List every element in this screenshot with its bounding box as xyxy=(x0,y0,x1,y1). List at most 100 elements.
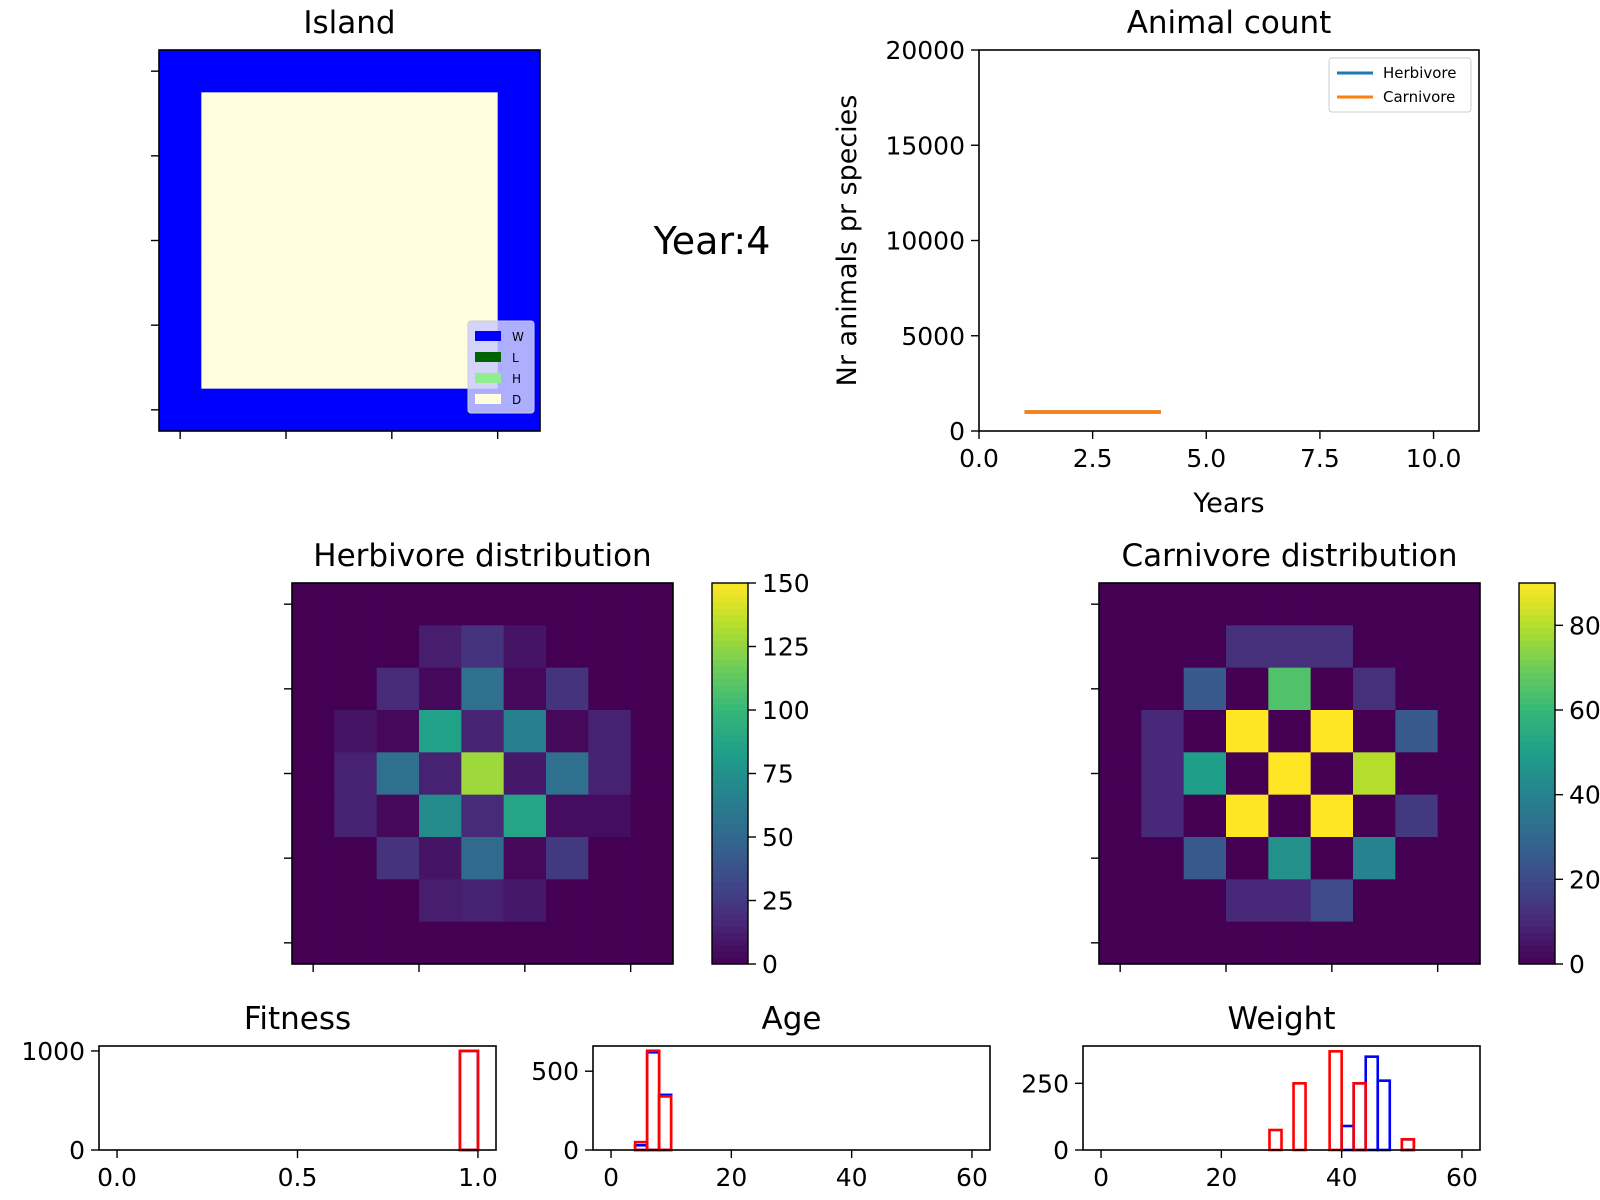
carnivore-heatmap-cell xyxy=(1183,921,1227,965)
carnivore-heatmap-cell xyxy=(1268,879,1312,923)
weight-hist-bar xyxy=(1340,1124,1355,1152)
carnivore-heatmap-cell xyxy=(1099,667,1142,711)
herbivore-heatmap-colorbar-step xyxy=(712,652,748,660)
island-cell xyxy=(328,261,372,305)
carnivore-heatmap-cell xyxy=(1183,583,1227,626)
weight-hist-bar xyxy=(1328,1050,1343,1152)
carnivore-heatmap-colorbar-step xyxy=(1519,716,1555,724)
island-cell xyxy=(328,304,372,347)
weight-hist-title: Weight xyxy=(1227,1001,1335,1037)
carnivore-heatmap-cell xyxy=(1226,921,1269,965)
carnivore-heatmap-cell xyxy=(1310,794,1354,838)
island-cell xyxy=(455,219,499,263)
island-cell xyxy=(286,177,329,220)
carnivore-heatmap-colorbar-step xyxy=(1519,856,1555,863)
herbivore-heatmap-cell xyxy=(334,710,378,753)
island-cell xyxy=(413,261,456,305)
herbivore-heatmap-cell xyxy=(546,837,589,880)
carnivore-heatmap-cell xyxy=(1437,879,1481,923)
carnivore-heatmap-cell xyxy=(1437,837,1481,880)
herbivore-heatmap-colorbar-step xyxy=(712,894,748,902)
herbivore-heatmap-cell xyxy=(546,583,589,626)
carnivore-heatmap-colorbar-step xyxy=(1519,932,1555,940)
herbivore-heatmap-cell xyxy=(630,583,674,626)
carnivore-heatmap-colorbar-step xyxy=(1519,659,1555,667)
carnivore-heatmap-cell xyxy=(1268,837,1312,880)
carnivore-heatmap-colorbar-step xyxy=(1519,633,1555,641)
herbivore-heatmap-colorbar-step xyxy=(712,703,748,711)
herbivore-heatmap-cell xyxy=(376,583,420,626)
carnivore-heatmap-colorbar-step xyxy=(1519,957,1555,965)
carnivore-heatmap-colorbar-label: 20 xyxy=(1569,865,1600,894)
age-hist-x-label: 20 xyxy=(715,1163,747,1192)
carnivore-heatmap-cell xyxy=(1268,667,1312,711)
carnivore-heatmap-cell xyxy=(1310,879,1354,923)
island-cell xyxy=(286,346,329,390)
herbivore-heatmap-cell xyxy=(376,752,420,796)
herbivore-heatmap-cell xyxy=(292,625,335,669)
herbivore-heatmap-cell xyxy=(588,625,632,669)
carnivore-heatmap-cell xyxy=(1268,921,1312,965)
island-cell xyxy=(286,261,329,305)
herbivore-heatmap-colorbar-step xyxy=(712,786,748,794)
age-hist-bar xyxy=(657,1093,673,1152)
herbivore-heatmap-colorbar-step xyxy=(712,862,748,870)
herbivore-heatmap-colorbar-step xyxy=(712,811,748,819)
herbivore-heatmap-colorbar-step xyxy=(712,817,748,825)
carnivore-heatmap-cell xyxy=(1437,710,1481,753)
island-cell xyxy=(243,134,287,178)
carnivore-heatmap-colorbar-step xyxy=(1519,786,1555,794)
island-cell xyxy=(159,388,202,432)
herbivore-heatmap-cell xyxy=(419,837,462,880)
herbivore-heatmap-colorbar-step xyxy=(712,583,748,590)
herbivore-heatmap-cell xyxy=(292,752,335,796)
carnivore-heatmap-colorbar-step xyxy=(1519,640,1555,648)
herbivore-heatmap-colorbar-step xyxy=(712,925,748,933)
island-cell xyxy=(370,134,414,178)
carnivore-heatmap-colorbar-step xyxy=(1519,735,1555,743)
herbivore-heatmap-cell xyxy=(292,583,335,626)
island-cell xyxy=(243,388,287,432)
herbivore-heatmap-cell xyxy=(419,752,462,796)
carnivore-heatmap-cell xyxy=(1226,667,1269,711)
age-hist-x-label: 0 xyxy=(603,1163,619,1192)
herbivore-heatmap-cell xyxy=(376,921,420,965)
carnivore-heatmap-cell xyxy=(1395,921,1439,965)
carnivore-heatmap-cell xyxy=(1395,837,1439,880)
herbivore-heatmap-cell xyxy=(334,583,378,626)
count-y-label: 0 xyxy=(949,417,965,446)
carnivore-heatmap-colorbar-step xyxy=(1519,811,1555,819)
herbivore-heatmap-colorbar-step xyxy=(712,843,748,851)
carnivore-heatmap-cell xyxy=(1268,625,1312,669)
herbivore-heatmap-colorbar-step xyxy=(712,773,748,781)
carnivore-heatmap-cell xyxy=(1099,583,1142,626)
herbivore-heatmap-cell xyxy=(630,794,674,838)
herbivore-heatmap-cell xyxy=(461,837,505,880)
carnivore-heatmap-cell xyxy=(1353,752,1396,796)
carnivore-heatmap-cell xyxy=(1437,583,1481,626)
island-cell xyxy=(370,304,414,347)
carnivore-heatmap-colorbar-step xyxy=(1519,938,1555,946)
herbivore-heatmap-cell xyxy=(376,667,420,711)
island-cell xyxy=(159,304,202,347)
carnivore-heatmap-colorbar-step xyxy=(1519,868,1555,876)
carnivore-heatmap-colorbar-step xyxy=(1519,722,1555,730)
carnivore-heatmap-cell xyxy=(1395,625,1439,669)
herbivore-heatmap-colorbar-step xyxy=(712,824,748,832)
carnivore-heatmap-colorbar-step xyxy=(1519,652,1555,660)
fitness-hist-bar xyxy=(458,1049,480,1152)
herbivore-heatmap-colorbar-step xyxy=(712,938,748,946)
carnivore-heatmap-colorbar-step xyxy=(1519,805,1555,813)
carnivore-heatmap-colorbar-step xyxy=(1519,614,1555,622)
island-cell xyxy=(201,219,245,263)
island-cell xyxy=(243,261,287,305)
herbivore-heatmap-cell xyxy=(461,752,505,796)
herbivore-heatmap-title: Herbivore distribution xyxy=(313,538,651,574)
island-cell xyxy=(286,92,329,136)
herbivore-heatmap-colorbar-step xyxy=(712,589,748,597)
carnivore-heatmap-colorbar-step xyxy=(1519,906,1555,914)
island-cell xyxy=(159,50,202,93)
weight-hist-x-label: 0 xyxy=(1093,1163,1109,1192)
island-cell xyxy=(497,134,541,178)
